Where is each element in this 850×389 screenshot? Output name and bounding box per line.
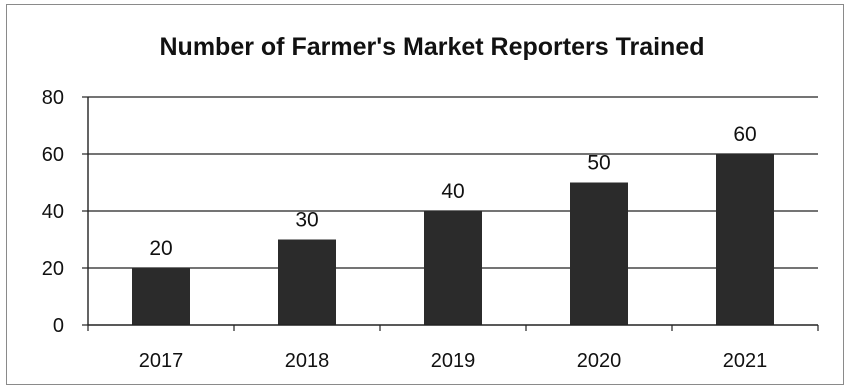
data-label-2021: 60 bbox=[733, 123, 756, 146]
x-tick-label: 2020 bbox=[577, 350, 622, 372]
bar-2021 bbox=[716, 154, 774, 325]
x-tick-label: 2017 bbox=[139, 350, 184, 372]
x-tick-label: 2018 bbox=[285, 350, 330, 372]
data-label-2019: 40 bbox=[441, 180, 464, 203]
bar-2017 bbox=[132, 268, 190, 325]
data-label-2020: 50 bbox=[587, 152, 610, 175]
y-tick-label: 0 bbox=[53, 315, 64, 337]
bar-2019 bbox=[424, 211, 482, 325]
bar-2018 bbox=[278, 239, 336, 325]
y-tick-label: 80 bbox=[42, 87, 64, 109]
data-label-2017: 20 bbox=[149, 237, 172, 260]
y-tick-label: 60 bbox=[42, 144, 64, 166]
bar-2020 bbox=[570, 182, 628, 325]
y-tick-label: 40 bbox=[42, 201, 64, 223]
axes: 0 20 40 60 80 2017 2018 2019 2020 2021 bbox=[42, 87, 819, 372]
y-tick-label: 20 bbox=[42, 258, 64, 280]
chart-title: Number of Farmer's Market Reporters Trai… bbox=[160, 33, 705, 61]
bars bbox=[132, 154, 774, 325]
x-tick-label: 2021 bbox=[723, 350, 768, 372]
data-label-2018: 30 bbox=[295, 209, 318, 232]
x-tick-label: 2019 bbox=[431, 350, 476, 372]
data-labels: 20 30 40 50 60 bbox=[149, 123, 756, 260]
